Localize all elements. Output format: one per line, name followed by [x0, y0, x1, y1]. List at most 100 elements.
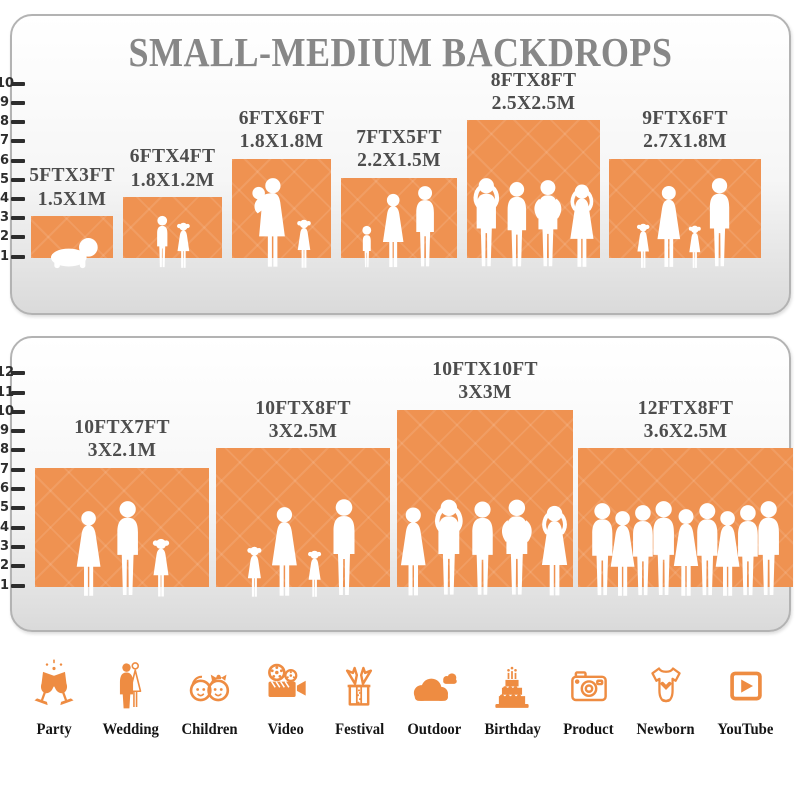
backdrop-bar-10ftx8ft: 10FTX8FT 3X2.5M — [216, 398, 390, 597]
backdrop-size-label: 10FTX10FT 3X3M — [432, 358, 538, 405]
category-label: Product — [563, 721, 614, 738]
category-label: Newborn — [636, 721, 695, 738]
ruler-tick-number: 6 — [0, 152, 9, 168]
ruler-tick-dash — [11, 254, 25, 259]
category-label: Wedding — [102, 721, 159, 738]
backdrop-size-label: 6FTX4FT 1.8X1.2M — [130, 145, 216, 192]
size-meters: 3X2.1M — [87, 440, 157, 462]
ruler-tick-number: 2 — [0, 229, 9, 245]
category-party: Party — [26, 658, 82, 739]
ruler-tick-dash — [11, 158, 25, 163]
wedding-icon — [102, 658, 158, 714]
backdrop-bar-6ftx6ft: 6FTX6FT 1.8X1.8M — [232, 108, 331, 268]
party-icon — [26, 658, 82, 714]
backdrop-size-label: 10FTX7FT 3X2.1M — [74, 416, 170, 463]
people-silhouettes — [341, 185, 457, 269]
man-silhouette — [117, 500, 138, 595]
ruler-tick-number: 5 — [0, 171, 9, 187]
people-silhouettes — [123, 215, 222, 269]
woman-silhouette — [673, 508, 698, 596]
people-silhouettes — [35, 500, 209, 598]
man-silhouette — [696, 502, 717, 595]
man-hands-hips-silhouette — [534, 179, 562, 266]
ruler-tick-number: 2 — [0, 558, 9, 574]
ruler-tick-number: 7 — [0, 133, 9, 149]
category-icon-row: Party Wedding Children Video Festival Outdoor… — [0, 658, 800, 739]
ruler-tick-number: 5 — [0, 500, 9, 516]
ruler-tick-dash — [11, 487, 25, 491]
page-title: SMALL-MEDIUM BACKDROPS — [128, 29, 673, 75]
size-meters: 2.5X2.5M — [491, 92, 576, 114]
product-icon — [561, 658, 617, 714]
ruler-tick-dash — [11, 101, 25, 106]
woman-arms-up-silhouette — [541, 505, 568, 595]
ruler-tick-dash — [11, 390, 25, 395]
backdrop-bar-9ftx6ft: 9FTX6FT 2.7X1.8M — [609, 108, 761, 268]
ruler-tick-dash — [11, 506, 25, 511]
ruler-tick-number: 9 — [0, 423, 9, 439]
size-meters: 1.8X1.2M — [130, 169, 215, 191]
ruler-tick-dash — [11, 583, 25, 588]
size-meters: 2.2X1.5M — [357, 150, 441, 172]
size-meters: 1.5X1M — [37, 188, 107, 210]
ruler-tick-number: 10 — [0, 75, 14, 91]
size-feet: 5FTX3FT — [29, 165, 115, 187]
woman-silhouette — [400, 506, 426, 595]
size-meters: 3X2.5M — [268, 421, 338, 443]
man-silhouette — [472, 501, 493, 595]
woman-silhouette — [610, 510, 635, 596]
mother-baby-silhouette — [252, 177, 286, 267]
video-icon — [258, 658, 314, 714]
man-silhouette — [758, 500, 780, 595]
ruler-tick-number: 4 — [0, 190, 9, 206]
ruler-tick-dash — [11, 81, 25, 86]
ruler-tick-dash — [11, 139, 25, 144]
youtube-icon — [718, 658, 774, 714]
woman-silhouette — [715, 510, 740, 596]
ruler-tick-number: 8 — [0, 442, 9, 458]
category-children: Children — [179, 658, 240, 739]
ruler-tick-number: 7 — [0, 461, 9, 477]
size-feet: 8FTX8FT — [490, 69, 577, 91]
children-icon — [181, 658, 237, 714]
ruler-tick-number: 6 — [0, 481, 9, 496]
ruler-tick-dash — [11, 525, 25, 530]
girl-silhouette — [636, 223, 650, 268]
boy-silhouette — [156, 215, 168, 267]
festival-icon — [331, 658, 387, 714]
size-meters: 1.8X1.8M — [239, 131, 324, 153]
size-feet: 12FTX8FT — [637, 397, 734, 419]
woman-silhouette — [657, 185, 681, 267]
ruler-tick-dash — [11, 371, 25, 376]
backdrop-bar-fill — [35, 467, 209, 587]
people-silhouettes — [397, 498, 573, 598]
girl-silhouette — [246, 546, 262, 597]
backdrop-bar-10ftx10ft: 10FTX10FT 3X3M — [397, 359, 573, 595]
backdrop-bar-fill — [232, 158, 331, 258]
backdrop-bar-5ftx3ft: 5FTX3FT 1.5X1M — [29, 165, 114, 268]
category-product: Product — [561, 658, 617, 739]
man-silhouette — [507, 181, 527, 266]
man-silhouette — [591, 502, 613, 595]
baby-silhouette — [50, 237, 98, 268]
ruler-tick-number: 3 — [0, 538, 9, 554]
category-label: Party — [36, 721, 72, 738]
size-feet: 9FTX6FT — [642, 107, 728, 129]
girl-silhouette — [296, 219, 311, 268]
woman-arms-up-silhouette — [569, 184, 594, 267]
panel-upper-sizes: SMALL-MEDIUM BACKDROPS 5FTX3FT 1.5X1M 6FTX… — [0, 14, 800, 315]
man-arms-up-silhouette — [434, 499, 463, 595]
ruler-tick-dash — [11, 216, 25, 221]
backdrop-bar-7ftx5ft: 7FTX5FT 2.2X1.5M — [341, 127, 457, 267]
category-label: Outdoor — [407, 721, 462, 738]
man-silhouette — [738, 504, 759, 595]
category-wedding: Wedding — [100, 658, 161, 739]
man-hands-hips-silhouette — [502, 499, 532, 595]
ruler-tick-number: 1 — [0, 577, 9, 593]
people-silhouettes — [232, 177, 331, 269]
backdrop-size-label: 7FTX5FT 2.2X1.5M — [356, 126, 442, 173]
backdrop-size-label: 5FTX3FT 1.5X1M — [29, 164, 115, 211]
panel-upper-background: SMALL-MEDIUM BACKDROPS 5FTX3FT 1.5X1M 6FTX… — [10, 14, 791, 315]
category-birthday: Birthday — [482, 658, 543, 739]
